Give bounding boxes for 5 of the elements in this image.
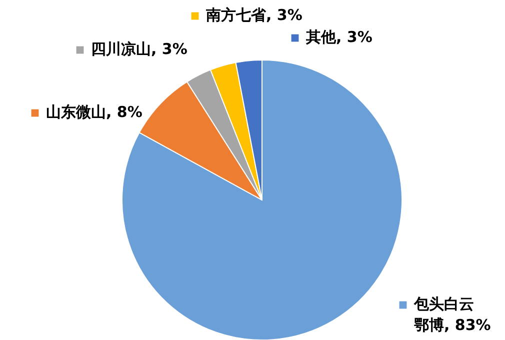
legend-label: 包头白云鄂博, 83%: [413, 295, 491, 334]
legend-label: 南方七省, 3%: [205, 6, 302, 24]
legend-label: 其他, 3%: [305, 28, 372, 46]
legend-label: 四川凉山, 3%: [91, 40, 188, 58]
legend-label: 山东微山, 8%: [46, 103, 142, 121]
